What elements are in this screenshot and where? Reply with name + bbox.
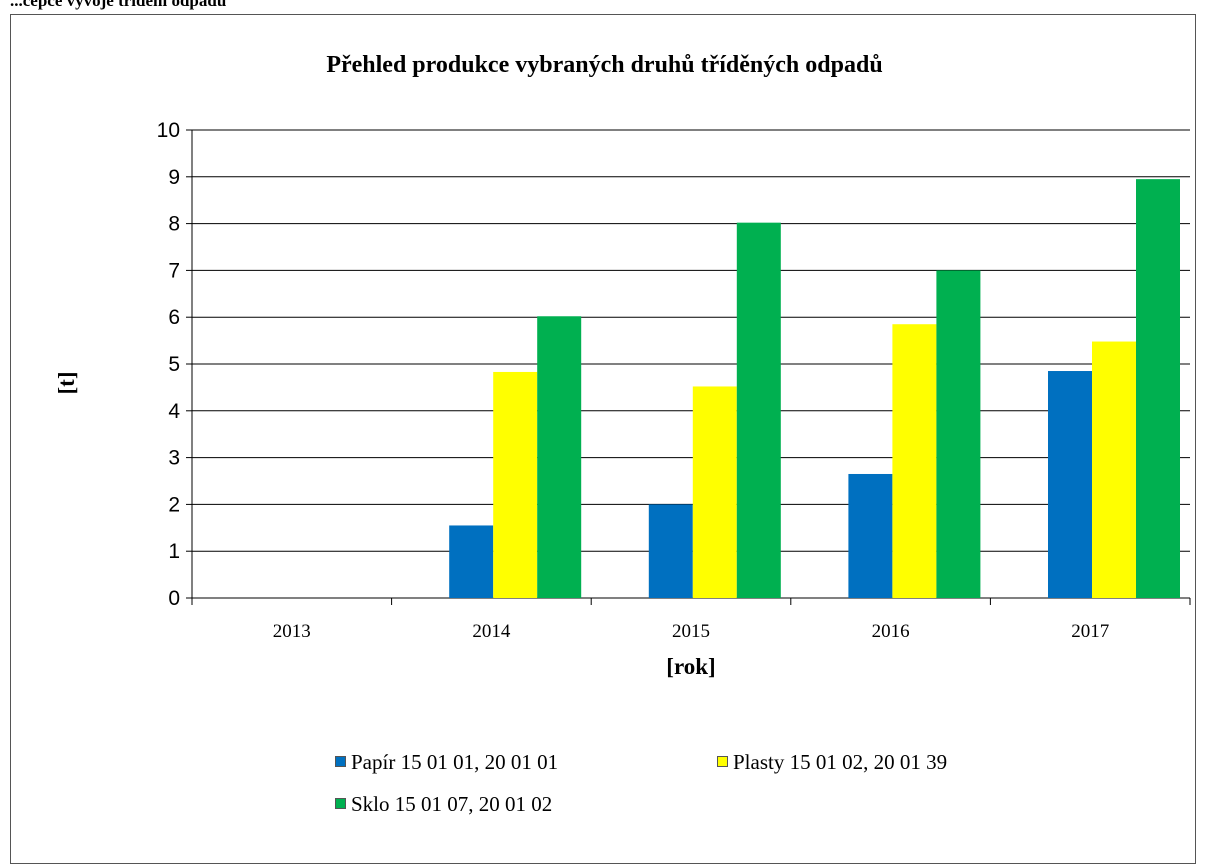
chart-frame [10,14,1196,864]
y-tick-label-9: 9 [168,166,180,189]
legend-swatch-papir [335,756,346,767]
y-tick-label-8: 8 [168,213,180,236]
chart-title: Přehled produkce vybraných druhů tříděný… [326,52,883,78]
header-fragment: ...cepce vývoje třídění odpadů [0,0,1209,14]
bar-plasty-2017 [1092,341,1136,598]
bar-sklo-2017 [1136,179,1180,598]
x-tick-label-2014: 2014 [472,621,511,642]
y-tick-label-6: 6 [168,306,180,329]
x-axis-title: [rok] [666,654,715,679]
y-tick-label-4: 4 [168,400,180,423]
bar-plasty-2016 [892,324,937,598]
y-tick-label-3: 3 [168,447,180,470]
y-tick-label-2: 2 [168,493,180,516]
legend-item-papir: Papír 15 01 01, 20 01 01 [335,750,558,775]
y-tick-label-5: 5 [168,353,180,376]
y-axis-title: [t] [54,372,79,395]
legend-label-sklo: Sklo 15 01 07, 20 01 02 [351,792,553,816]
legend-swatch-plasty [717,756,728,767]
bar-papír-2014 [449,525,494,598]
y-tick-label-7: 7 [168,259,180,282]
x-tick-label-2016: 2016 [872,621,910,642]
legend-item-plasty: Plasty 15 01 02, 20 01 39 [717,750,947,775]
legend-label-papir: Papír 15 01 01, 20 01 01 [351,750,559,774]
x-tick-label-2015: 2015 [672,621,710,642]
bar-sklo-2015 [736,222,781,598]
legend-item-sklo: Sklo 15 01 07, 20 01 02 [335,792,552,817]
bar-sklo-2016 [936,270,981,598]
y-tick-label-1: 1 [168,540,180,563]
legend-label-plasty: Plasty 15 01 02, 20 01 39 [733,750,948,774]
bar-papír-2016 [848,473,893,598]
legend-swatch-sklo [335,798,346,809]
y-tick-label-0: 0 [168,587,180,610]
bar-papír-2015 [648,504,693,598]
x-tick-label-2013: 2013 [273,621,311,642]
header-fragment-text: ...cepce vývoje třídění odpadů [10,0,227,10]
bar-plasty-2015 [692,386,737,598]
bar-sklo-2014 [537,316,582,598]
x-tick-label-2017: 2017 [1071,621,1109,642]
bar-papír-2017 [1048,371,1092,598]
bar-plasty-2014 [493,371,538,598]
y-tick-label-10: 10 [157,119,180,142]
